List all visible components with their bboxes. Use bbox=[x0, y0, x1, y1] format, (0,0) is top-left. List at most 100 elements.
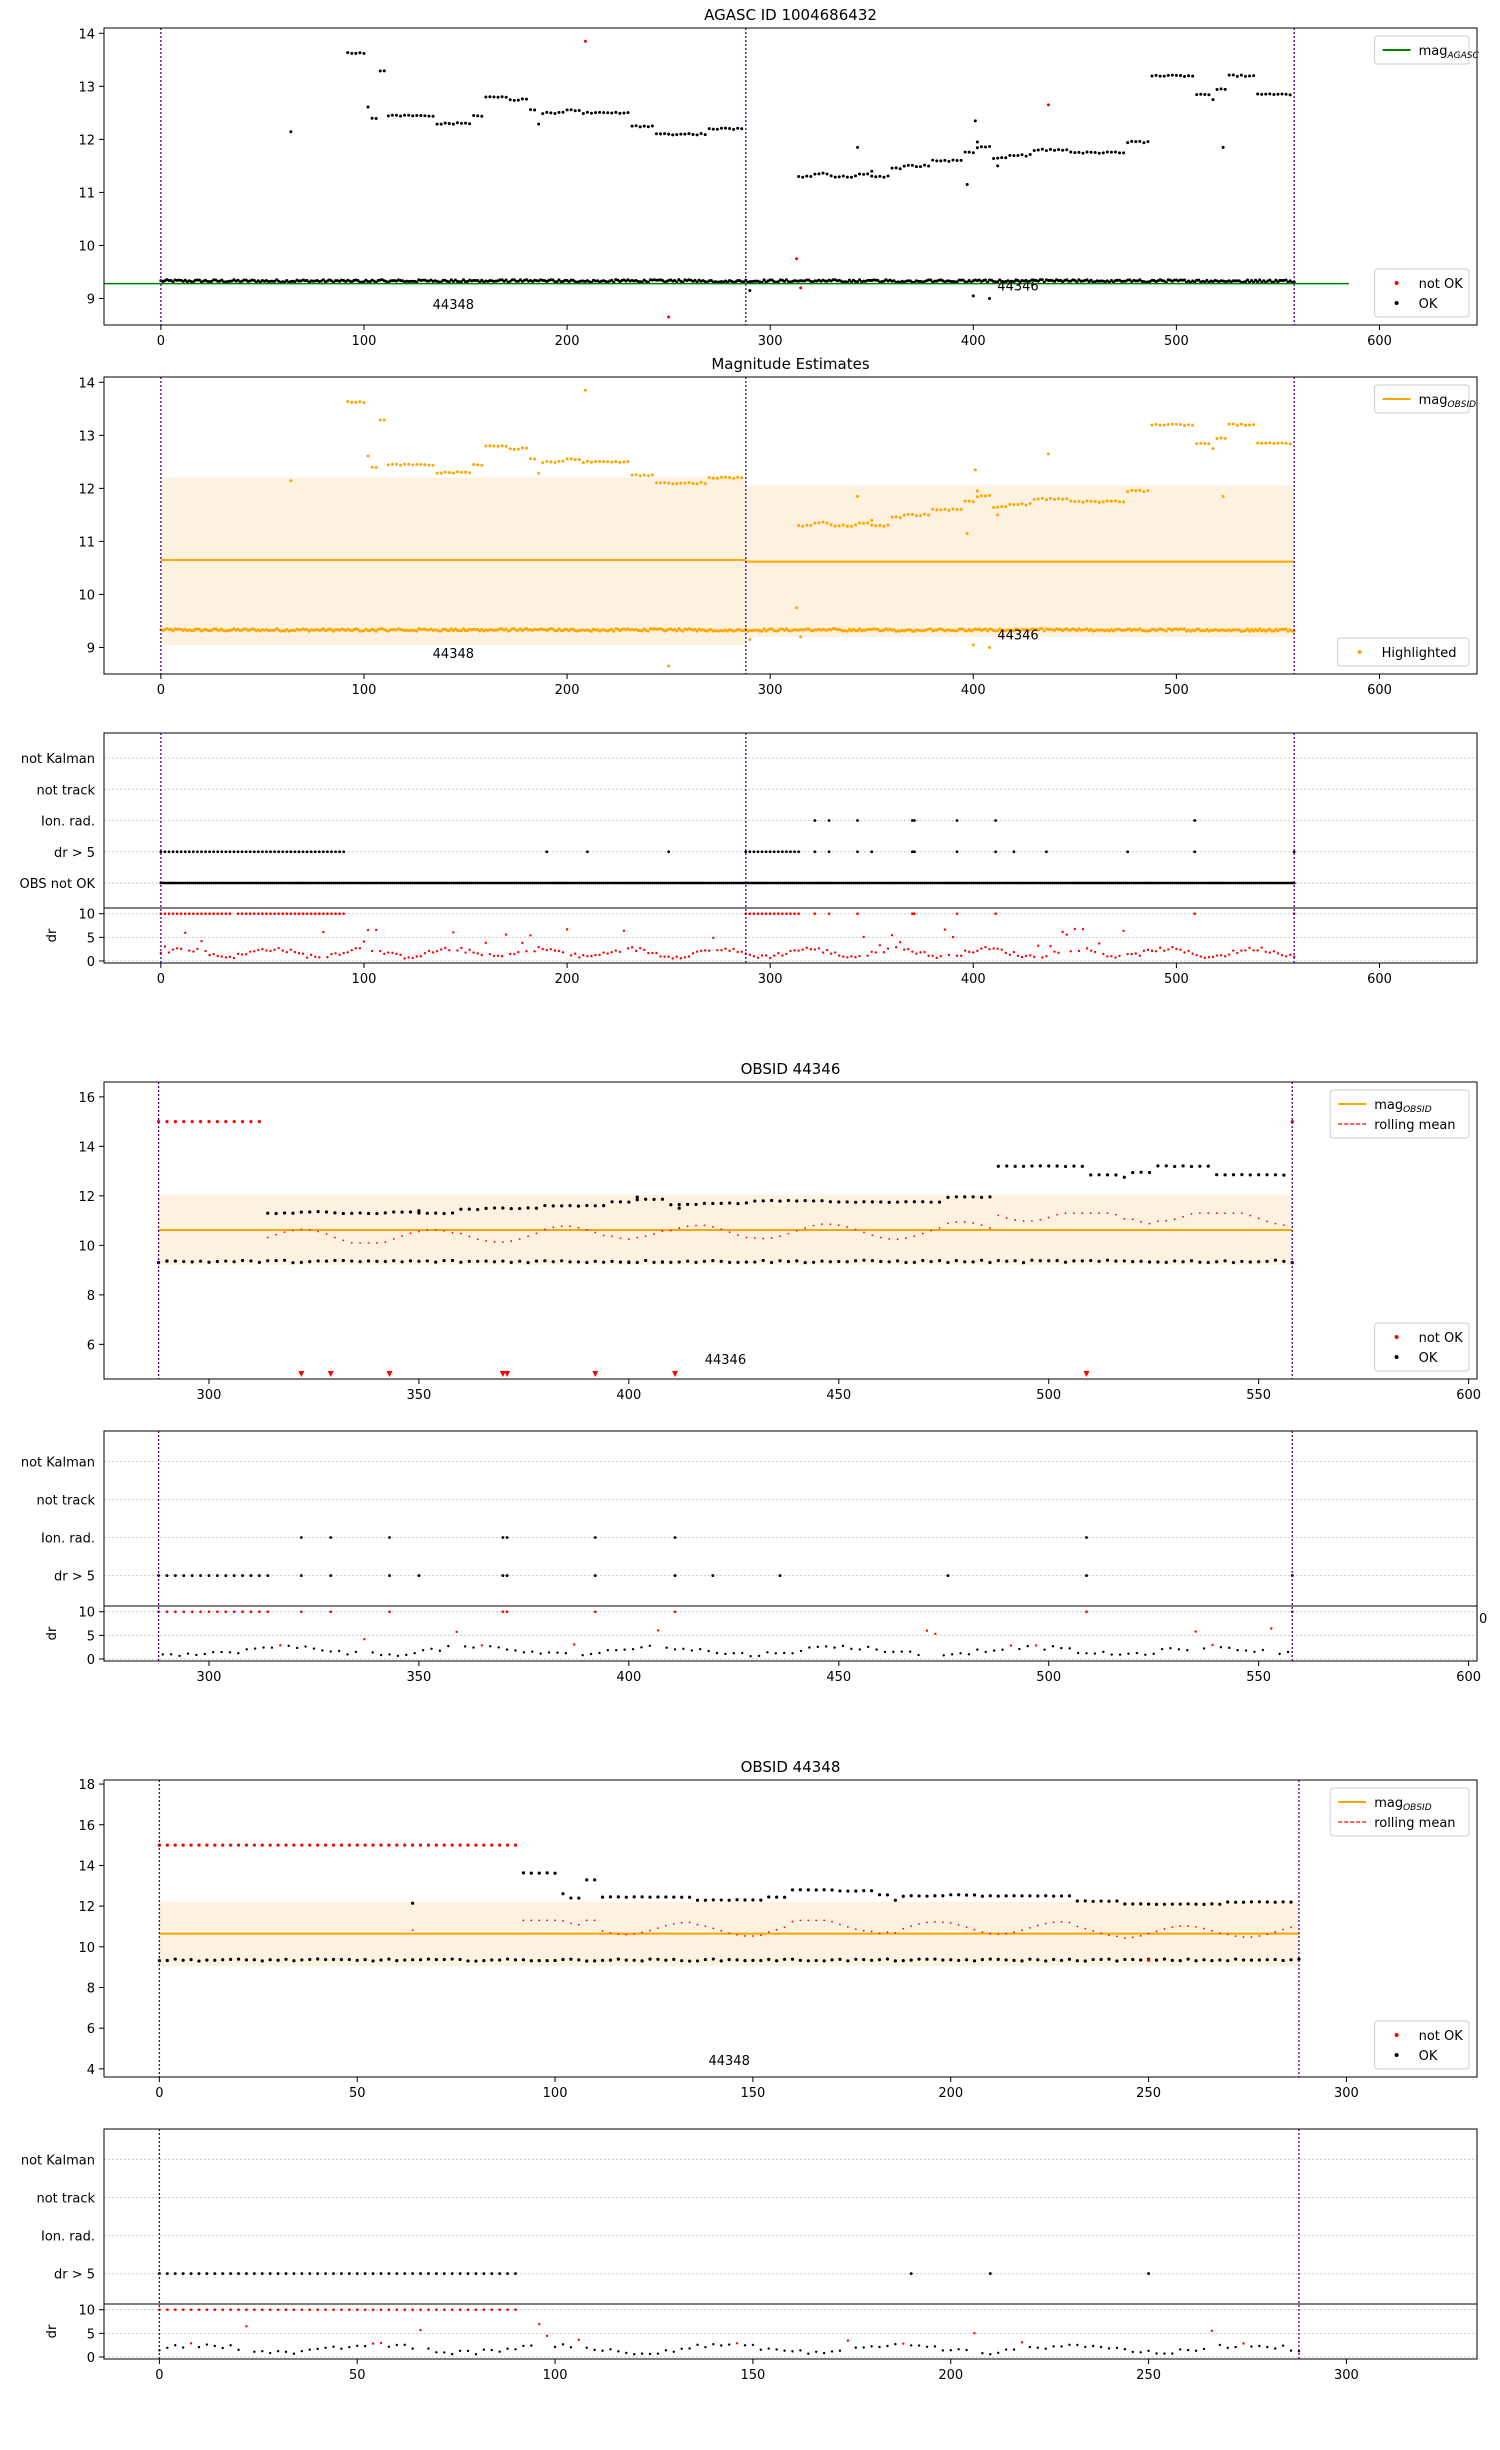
flags-all-flag-point bbox=[1252, 881, 1255, 885]
flags-44346-dr-point bbox=[421, 1649, 425, 1652]
flags-44346-flag-point bbox=[299, 1574, 303, 1577]
flags-all-dr-point bbox=[1219, 953, 1223, 957]
flags-all-dr-point-max bbox=[192, 912, 195, 916]
obsid-44346-point-ok bbox=[853, 1259, 858, 1263]
obsid-44346-obsid-label: 44346 bbox=[705, 1353, 746, 1368]
agasc-point-ok bbox=[736, 126, 740, 130]
flags-44348-flag-point bbox=[1147, 2272, 1150, 2275]
mag-estimates-point bbox=[533, 457, 537, 461]
agasc-point-ok bbox=[646, 125, 650, 129]
flags-all-dr-point-max bbox=[309, 912, 313, 916]
flags-44348-dr-point bbox=[688, 2347, 691, 2350]
flags-all-flag-point bbox=[1268, 881, 1272, 885]
agasc-point-ok bbox=[1097, 151, 1101, 155]
mag-estimates-point bbox=[711, 476, 715, 480]
flags-all-flag-point bbox=[1144, 881, 1148, 885]
obsid-44348-point-not-ok bbox=[490, 1843, 494, 1847]
obsid-44348-rolling-mean-point bbox=[538, 1919, 541, 1922]
flags-all-dr-point bbox=[1244, 949, 1247, 952]
obsid-44346-rolling-mean-point bbox=[569, 1225, 571, 1228]
obsid-44346-point-ok bbox=[937, 1259, 942, 1263]
agasc-point-ok bbox=[918, 165, 922, 169]
flags-all-flag-point bbox=[657, 881, 660, 885]
obsid-44346-point-ok bbox=[652, 1260, 656, 1264]
flags-all-dr-point bbox=[691, 952, 695, 955]
flags-all-flag-point bbox=[1160, 881, 1164, 885]
mag-estimates-point bbox=[1288, 442, 1292, 446]
flags-44346-dr-point bbox=[405, 1653, 408, 1657]
flags-all-flag-point bbox=[805, 881, 809, 885]
flags-all-dr-point bbox=[890, 934, 894, 937]
obsid-44346-rolling-mean-point bbox=[1173, 1218, 1176, 1221]
obsid-44346-rolling-mean-point bbox=[1115, 1213, 1117, 1216]
flags-all-flag-point bbox=[854, 881, 857, 885]
flags-44348-flag-point bbox=[181, 2272, 185, 2275]
mag-estimates-point bbox=[427, 463, 431, 467]
agasc-point-ok bbox=[622, 111, 626, 115]
flags-all-dr-point-max bbox=[289, 912, 293, 916]
flags-all-flag-point bbox=[177, 881, 181, 885]
obsid-44348-point-ok bbox=[782, 1957, 787, 1961]
obsid-44346-rolling-mean-point bbox=[1039, 1218, 1042, 1221]
flags-all-flag-row bbox=[813, 819, 1197, 822]
obsid-44348-point-ok bbox=[537, 1958, 541, 1963]
agasc-point-ok bbox=[709, 279, 713, 283]
agasc-point-ok bbox=[988, 145, 992, 149]
flags-44348-dr-point-max bbox=[371, 2308, 375, 2312]
flags-all-dr-point bbox=[614, 949, 618, 952]
obsid-44348-point-ok bbox=[949, 1893, 953, 1897]
flags-all-dr-point-max bbox=[793, 912, 796, 916]
flags-all-dr-point bbox=[391, 951, 394, 955]
flags-all-dr-point bbox=[1207, 956, 1211, 959]
flags-44346-dr-point bbox=[388, 1653, 391, 1656]
mag-estimates-title: Magnitude Estimates bbox=[711, 355, 869, 373]
flags-all-flag-point bbox=[878, 881, 882, 885]
flags-all-flag-point bbox=[1032, 881, 1036, 885]
flags-all-dr-point bbox=[513, 952, 516, 956]
agasc-point-ok bbox=[1183, 75, 1187, 79]
flags-all-flag-point bbox=[559, 881, 563, 885]
flags-all-flag-point bbox=[939, 881, 943, 885]
flags-all-flag-point bbox=[673, 881, 677, 885]
flags-44346-stray-tick: 0 bbox=[1479, 1612, 1487, 1627]
flags-all-flag-point bbox=[1197, 881, 1201, 885]
flags-all-flag-point bbox=[216, 850, 220, 854]
mag-estimates-point bbox=[516, 447, 520, 451]
obsid-44346-rolling-mean-point bbox=[577, 1226, 580, 1229]
agasc-point-ok bbox=[1032, 149, 1036, 153]
obsid-44346-point-ok bbox=[1047, 1164, 1051, 1168]
flags-all-dr-point bbox=[533, 950, 536, 953]
flags-44348-dr-point bbox=[205, 2343, 209, 2346]
obsid-44346-point-ok bbox=[921, 1200, 925, 1204]
obsid-44348-point-ok bbox=[624, 1895, 628, 1899]
flags-44348-dr-point bbox=[917, 2344, 921, 2347]
obsid-44346-point-ok bbox=[459, 1260, 463, 1264]
obsid-44346-point-ok bbox=[459, 1207, 463, 1211]
agasc-point-ok bbox=[289, 130, 293, 134]
flags-44348-dr-point-max bbox=[284, 2308, 288, 2312]
flags-all-dr-points bbox=[159, 912, 1296, 960]
obsid-44348-point-not-ok bbox=[379, 1843, 383, 1847]
flags-all-flag-point bbox=[303, 881, 307, 885]
obsid-44348-point-ok bbox=[1091, 1899, 1095, 1903]
mag-estimates-point bbox=[382, 418, 386, 422]
obsid-44346-rolling-mean-point bbox=[1031, 1220, 1033, 1222]
obsid-44346-rolling-mean-point bbox=[1215, 1212, 1218, 1215]
agasc-point-ok bbox=[614, 110, 618, 114]
obsid-44348-point-ok bbox=[1170, 1958, 1174, 1962]
flags-44348-flag-point bbox=[276, 2272, 280, 2275]
agasc-point-ok bbox=[654, 132, 658, 136]
flags-all-dr-point bbox=[281, 949, 284, 952]
obsid-44346-point-ok bbox=[299, 1210, 303, 1214]
flags-all-flag-point bbox=[642, 881, 646, 885]
obsid-44346-point-ok bbox=[1147, 1260, 1152, 1264]
mag-estimates-point bbox=[1113, 499, 1117, 503]
obsid-44346-rolling-mean-point bbox=[846, 1226, 849, 1228]
obsid-44346-point-ok bbox=[1156, 1260, 1160, 1264]
obsid-44348-point-ok bbox=[1162, 1957, 1167, 1961]
flags-all-dr-point-max bbox=[313, 912, 317, 916]
flags-44348-dr-ytick-label: 0 bbox=[87, 2351, 95, 2366]
obsid-44348-rolling-mean-point bbox=[562, 1919, 564, 1922]
flags-all-dr-point bbox=[1000, 948, 1003, 951]
flags-all-flag-point bbox=[1110, 881, 1113, 885]
